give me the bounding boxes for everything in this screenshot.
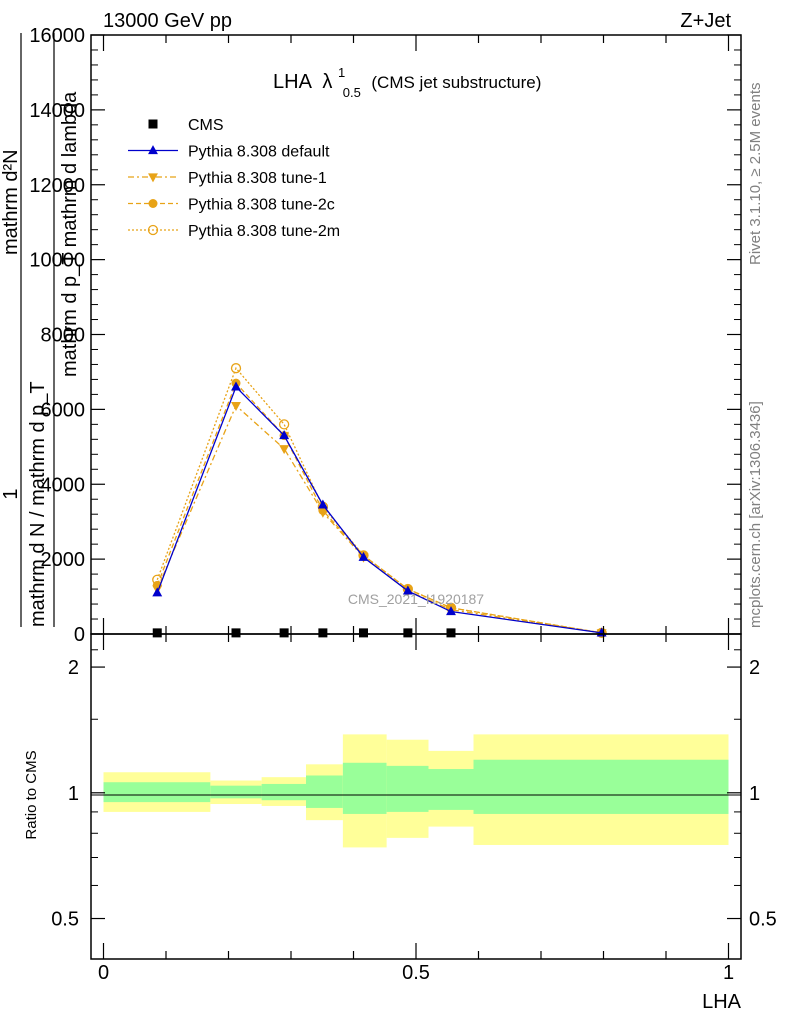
pythia-8-308-default-point (152, 587, 163, 597)
legend-marker (148, 145, 158, 155)
legend: CMS Pythia 8.308 default Pythia 8.308 tune… (128, 117, 340, 240)
pythia-8-308-default-point (358, 551, 369, 561)
pythia-8-308-default-point (446, 606, 456, 616)
main-y-tick-label: 6000 (41, 399, 86, 421)
header-energy: 13000 GeV pp (103, 10, 232, 32)
legend-label: Pythia 8.308 tune-1 (188, 170, 327, 187)
ratio-band-green (261, 783, 306, 801)
cms-point (318, 628, 328, 638)
pythia-8-308-default-point (402, 585, 413, 595)
legend-item-pythia-8-308-tune-2m: Pythia 8.308 tune-2m (128, 223, 340, 240)
pythia-8-308-tune-1-line (156, 404, 602, 634)
title-sub: 0.5 (343, 85, 361, 100)
legend-item-cms: CMS (148, 117, 224, 134)
title-suffix: (CMS jet substructure) (371, 73, 541, 92)
x-axis-label: LHA (702, 991, 742, 1013)
ylabel-left-top: 1 (0, 488, 22, 499)
plot-title: LHA λ 1 0.5 (CMS jet substructure) (273, 60, 541, 102)
main-y-ticks: 0 2000 4000 6000 8000 10000 12000 14000 16000 (29, 25, 741, 646)
ratio-x-tick-label: 0.5 (402, 962, 430, 984)
ylabel-numerator: mathrm d²N (0, 149, 22, 255)
cms-point (231, 628, 241, 638)
legend-marker (148, 173, 158, 183)
rivet-label: Rivet 3.1.10, ≥ 2.5M events (747, 83, 764, 266)
ylabel-left-bottom: mathrm d N / mathrm d p_T (27, 381, 49, 627)
main-y-tick-label: 0 (74, 624, 85, 646)
legend-label: CMS (188, 117, 224, 134)
cms-point (403, 628, 413, 638)
legend-label: Pythia 8.308 tune-2c (188, 197, 335, 214)
pythia-8-308-tune-2c-line (156, 381, 602, 634)
main-plot: 0 2000 4000 6000 8000 10000 12000 14000 16000 (29, 25, 742, 646)
main-series (152, 363, 607, 639)
series-cms (152, 628, 456, 638)
pythia-8-308-default-point (279, 430, 290, 440)
legend-item-pythia-8-308-tune-2c: Pythia 8.308 tune-2c (128, 197, 335, 214)
pythia-8-308-default-point (317, 499, 328, 509)
legend-marker (147, 224, 159, 236)
main-x-ticks (102, 35, 730, 634)
main-y-tick-label: 12000 (29, 175, 85, 197)
legend-label: Pythia 8.308 tune-2m (188, 223, 340, 240)
main-y-label: 1 mathrm d N / mathrm d p_T mathrm d²N m… (0, 33, 81, 627)
main-y-tick-label: 10000 (29, 250, 85, 272)
pythia-8-308-tune-2m-point (278, 419, 290, 430)
ratio-y-tick-label: 1 (68, 783, 79, 805)
ratio-band-green (306, 775, 343, 808)
cms-point (446, 628, 456, 638)
analysis-watermark: CMS_2021_I1920187 (348, 591, 484, 607)
ratio-x-tick-label: 0 (98, 962, 109, 984)
pythia-8-308-default-point (231, 381, 241, 391)
ratio-y-tick-label-right: 2 (749, 657, 760, 679)
ratio-band-green (428, 769, 474, 810)
main-y-tick-label: 2000 (41, 549, 86, 571)
ratio-x-tick-label: 1 (723, 962, 734, 984)
ratio-band-green (210, 785, 262, 799)
pythia-8-308-tune-1-point (279, 445, 290, 455)
ratio-y-label: Ratio to CMS (23, 750, 40, 839)
header-process: Z+Jet (680, 10, 731, 32)
main-y-tick-label: 8000 (41, 325, 86, 347)
legend-item-pythia-8-308-tune-1: Pythia 8.308 tune-1 (128, 170, 327, 187)
cms-point (359, 628, 368, 638)
ylabel-denominator: mathrm d p_T mathrm d lambda (59, 91, 81, 377)
legend-marker (148, 119, 158, 129)
ratio-band-green (473, 759, 729, 814)
ratio-x-ticks: 0 0.5 1 (98, 634, 734, 984)
title-sup: 1 (338, 65, 345, 80)
cms-point (279, 628, 289, 638)
pythia-8-308-tune-1-point (231, 402, 241, 412)
mcplots-label: mcplots.cern.ch [arXiv:1306.3436] (747, 401, 764, 628)
series-pythia-8-308-default (152, 381, 607, 637)
main-y-tick-label: 16000 (29, 25, 85, 47)
pythia-8-308-tune-2m-point (230, 363, 242, 374)
pythia-8-308-tune-1-point (317, 508, 328, 518)
ratio-y-ticks: 0.5 0.5 1 1 2 2 (51, 649, 777, 931)
ratio-bands (103, 734, 729, 848)
ratio-band-green (103, 782, 211, 803)
legend-item-pythia-8-308-default: Pythia 8.308 default (128, 144, 330, 161)
main-y-tick-label: 4000 (41, 474, 86, 496)
title-prefix: LHA (273, 71, 313, 93)
ratio-plot: 0.5 0.51 12 2 0 0.5 1 (51, 633, 777, 984)
cms-point (152, 628, 162, 638)
ratio-y-tick-label: 0.5 (51, 909, 79, 931)
ratio-y-tick-label-right: 1 (749, 783, 760, 805)
ratio-y-tick-label-right: 0.5 (749, 909, 777, 931)
main-y-tick-label: 14000 (29, 100, 85, 122)
ratio-band-green (386, 765, 429, 812)
pythia-8-308-default-line (156, 385, 602, 634)
title-lambda: λ (322, 71, 332, 93)
legend-marker (148, 199, 158, 208)
pythia-8-308-tune-2m-line (156, 366, 602, 634)
legend-label: Pythia 8.308 default (188, 144, 330, 161)
ratio-y-tick-label: 2 (68, 657, 79, 679)
ratio-band-green (342, 762, 387, 814)
